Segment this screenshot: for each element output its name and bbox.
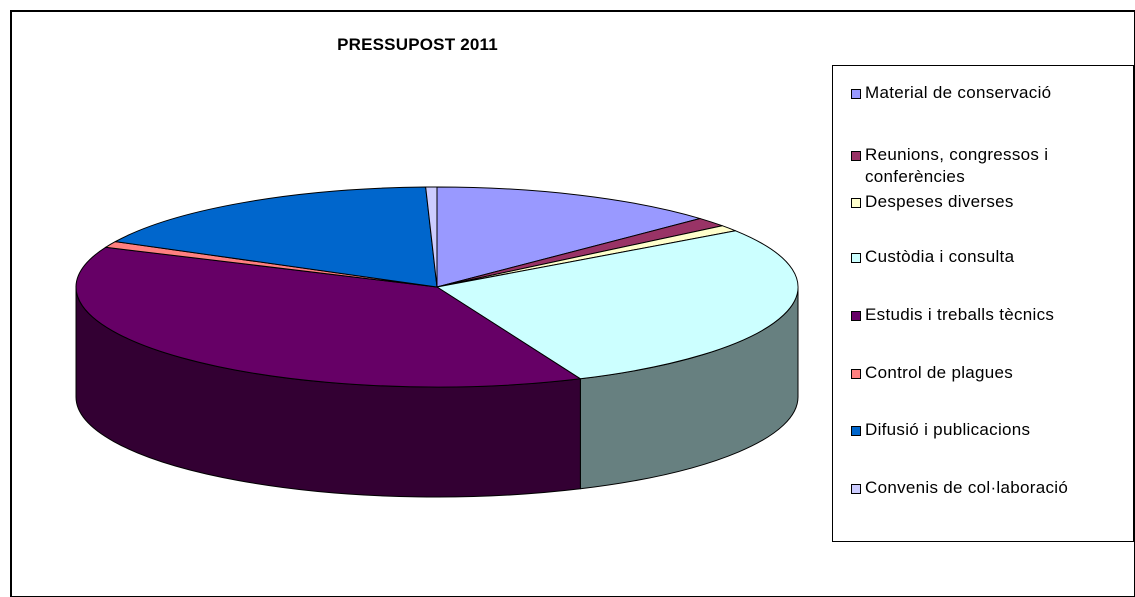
- legend-swatch-0: [851, 89, 861, 99]
- legend-label-7: Convenis de col·laboració: [865, 478, 1069, 497]
- legend-label-1: Reunions, congressos i conferències: [865, 145, 1049, 186]
- legend-label-3: Custòdia i consulta: [865, 247, 1015, 266]
- legend-swatch-1: [851, 151, 861, 161]
- legend-swatch-3: [851, 253, 861, 263]
- legend-label-0: Material de conservació: [865, 83, 1052, 102]
- legend-label-6: Difusió i publicacions: [865, 420, 1031, 439]
- pie-slice-6: [114, 186, 438, 288]
- legend-label-5: Control de plagues: [865, 363, 1014, 382]
- pie-slice-3: [436, 230, 799, 380]
- chart-legend: Material de conservació Reunions, congres…: [832, 65, 1134, 542]
- legend-swatch-6: [851, 426, 861, 436]
- pie-chart: [75, 186, 799, 498]
- legend-label-2: Despeses diverses: [865, 192, 1014, 211]
- pie-slice-4: [75, 246, 581, 388]
- legend-label-4: Estudis i treballs tècnics: [865, 305, 1055, 324]
- legend-swatch-5: [851, 369, 861, 379]
- pie-slice-7: [425, 186, 438, 288]
- legend-swatch-4: [851, 311, 861, 321]
- chart-frame: PRESSUPOST 2011 Material de conservació R…: [10, 10, 1135, 597]
- legend-swatch-7: [851, 484, 861, 494]
- chart-title: PRESSUPOST 2011: [337, 35, 498, 54]
- pie-slice-0: [436, 186, 701, 288]
- legend-swatch-2: [851, 198, 861, 208]
